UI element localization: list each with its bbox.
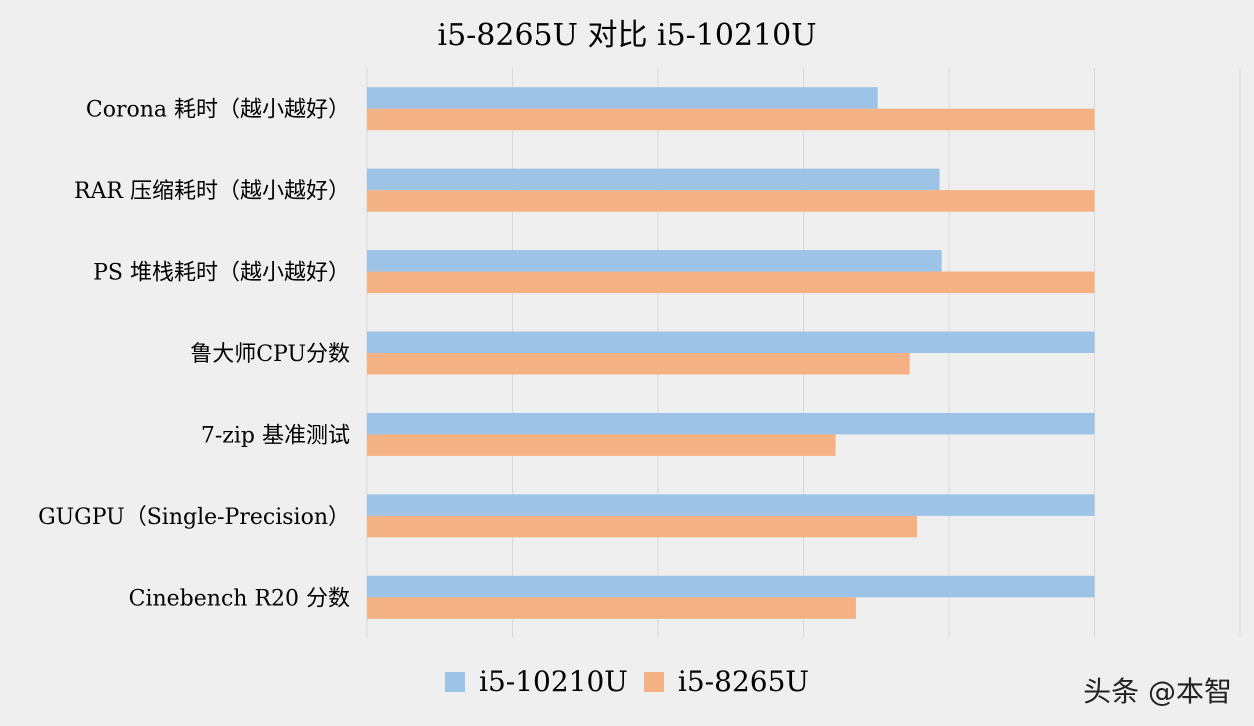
bar-chart: Corona 耗时（越小越好） RAR 压缩耗时（越小越好） PS 堆栈耗时（越小越… [38, 68, 1241, 638]
category-label-6: Cinebench R20 分数 [129, 586, 350, 611]
bar-series-1-cat-6 [367, 597, 856, 619]
legend-item-series-1: i5-8265U [643, 665, 809, 698]
bars [367, 87, 1095, 619]
category-label-0: Corona 耗时（越小越好） [86, 98, 350, 123]
bar-series-1-cat-0 [367, 108, 1095, 131]
category-label-5: GUGPU（Single-Precision） [38, 505, 350, 530]
chart-title: i5-8265U 对比 i5-10210U [437, 18, 817, 53]
bar-series-0-cat-6 [367, 575, 1095, 598]
bar-series-1-cat-3 [367, 353, 910, 375]
category-label-3: 鲁大师CPU分数 [190, 342, 350, 367]
bar-series-0-cat-1 [367, 168, 940, 191]
bar-series-1-cat-2 [367, 271, 1095, 294]
legend-swatch-series-1 [643, 671, 664, 692]
legend-label-series-0: i5-10210U [479, 665, 628, 698]
legend-label-series-1: i5-8265U [677, 665, 809, 698]
category-label-2: PS 堆栈耗时（越小越好） [93, 261, 350, 286]
bar-series-0-cat-4 [367, 412, 1095, 435]
bar-series-1-cat-1 [367, 190, 1095, 212]
bar-series-1-cat-5 [367, 515, 917, 538]
bar-series-0-cat-3 [367, 331, 1095, 353]
legend-swatch-series-0 [445, 671, 465, 692]
category-label-4: 7-zip 基准测试 [201, 423, 350, 448]
watermark: 头条 @本智 [1083, 675, 1232, 708]
legend-item-series-0: i5-10210U [445, 665, 628, 698]
bar-series-1-cat-4 [367, 434, 836, 456]
bar-series-0-cat-2 [367, 250, 942, 272]
category-label-1: RAR 压缩耗时（越小越好） [74, 179, 350, 204]
category-labels: Corona 耗时（越小越好） RAR 压缩耗时（越小越好） PS 堆栈耗时（越小越… [38, 98, 350, 612]
bar-series-0-cat-0 [367, 87, 878, 109]
legend: i5-10210U i5-8265U [0, 665, 1254, 698]
bar-series-0-cat-5 [367, 494, 1095, 516]
